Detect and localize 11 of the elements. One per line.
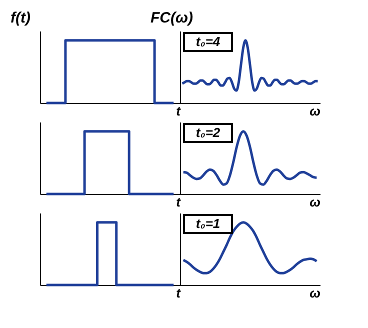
- annotation: t₀=1: [196, 216, 220, 231]
- annotation: t₀=4: [196, 34, 221, 49]
- x-axis-title: t: [176, 286, 182, 300]
- annotation: t₀=2: [196, 125, 221, 140]
- x-axis-title: t: [176, 194, 182, 210]
- x-axis-title: ω: [310, 286, 321, 300]
- x-axis-title: ω: [310, 194, 321, 210]
- x-axis-title: t: [176, 104, 182, 118]
- y-axis-title: f(t): [10, 10, 30, 26]
- y-axis-title: FC(ω): [150, 10, 194, 26]
- x-axis-title: ω: [310, 104, 321, 118]
